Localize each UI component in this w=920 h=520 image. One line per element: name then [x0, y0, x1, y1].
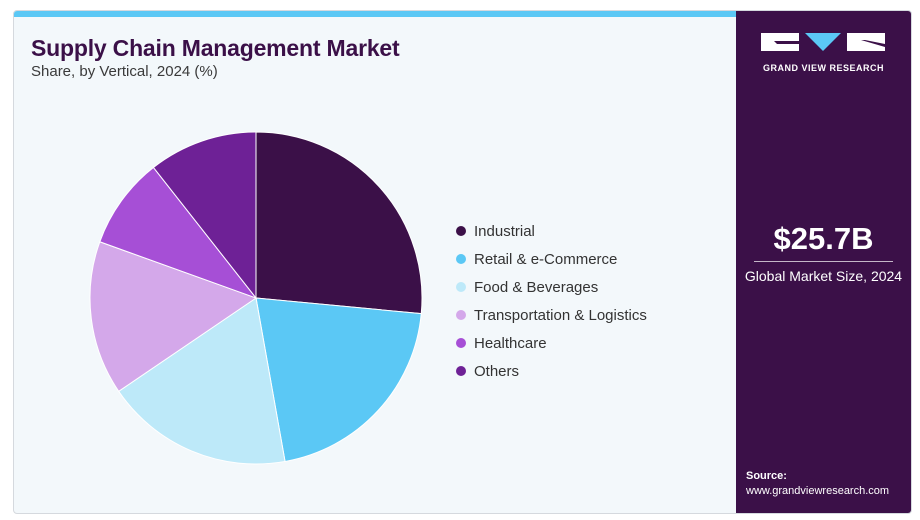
chart-card: Supply Chain Management Market Share, by…: [13, 10, 912, 514]
legend-item: Industrial: [456, 217, 647, 245]
divider: [754, 261, 893, 262]
legend-item: Transportation & Logistics: [456, 301, 647, 329]
legend-swatch: [456, 338, 466, 348]
gvr-logo: [761, 33, 885, 51]
pie-chart: [89, 131, 423, 465]
legend-label: Food & Beverages: [474, 278, 599, 296]
market-size-label: Global Market Size, 2024: [744, 268, 903, 284]
legend-label: Healthcare: [474, 334, 547, 352]
legend-item: Others: [456, 357, 647, 385]
legend-swatch: [456, 226, 466, 236]
legend-item: Food & Beverages: [456, 273, 647, 301]
chart-title: Supply Chain Management Market: [31, 35, 400, 61]
market-size-value: $25.7B: [773, 221, 874, 256]
chart-subtitle: Share, by Vertical, 2024 (%): [31, 63, 218, 80]
pie-slice-healthcare: [99, 166, 258, 300]
legend-swatch: [456, 310, 466, 320]
pie-slice-others: [152, 131, 257, 300]
legend-label: Transportation & Logistics: [474, 306, 647, 324]
accent-bar: [14, 11, 736, 17]
source-label: Source:: [746, 470, 787, 482]
pie-slice-industrial: [255, 131, 423, 315]
legend-label: Industrial: [474, 222, 535, 240]
legend-label: Retail & e-Commerce: [474, 250, 618, 268]
pie-slice-food-beverages: [118, 297, 286, 465]
legend-swatch: [456, 254, 466, 264]
pie-slice-retail-e-commerce: [255, 297, 422, 463]
pie-slice-transportation-logistics: [89, 241, 258, 393]
legend-swatch: [456, 282, 466, 292]
logo-text: GRAND VIEW RESEARCH: [762, 63, 884, 73]
legend-swatch: [456, 366, 466, 376]
legend-item: Healthcare: [456, 329, 647, 357]
source-url[interactable]: www.grandviewresearch.com: [746, 485, 890, 497]
source: Source: www.grandviewresearch.com: [746, 469, 889, 499]
legend-label: Others: [474, 362, 520, 380]
legend: Industrial Retail & e-Commerce Food & Beve…: [456, 217, 647, 385]
info-sidebar: GRAND VIEW RESEARCH $25.7B Global Market…: [736, 11, 911, 513]
legend-item: Retail & e-Commerce: [456, 245, 647, 273]
